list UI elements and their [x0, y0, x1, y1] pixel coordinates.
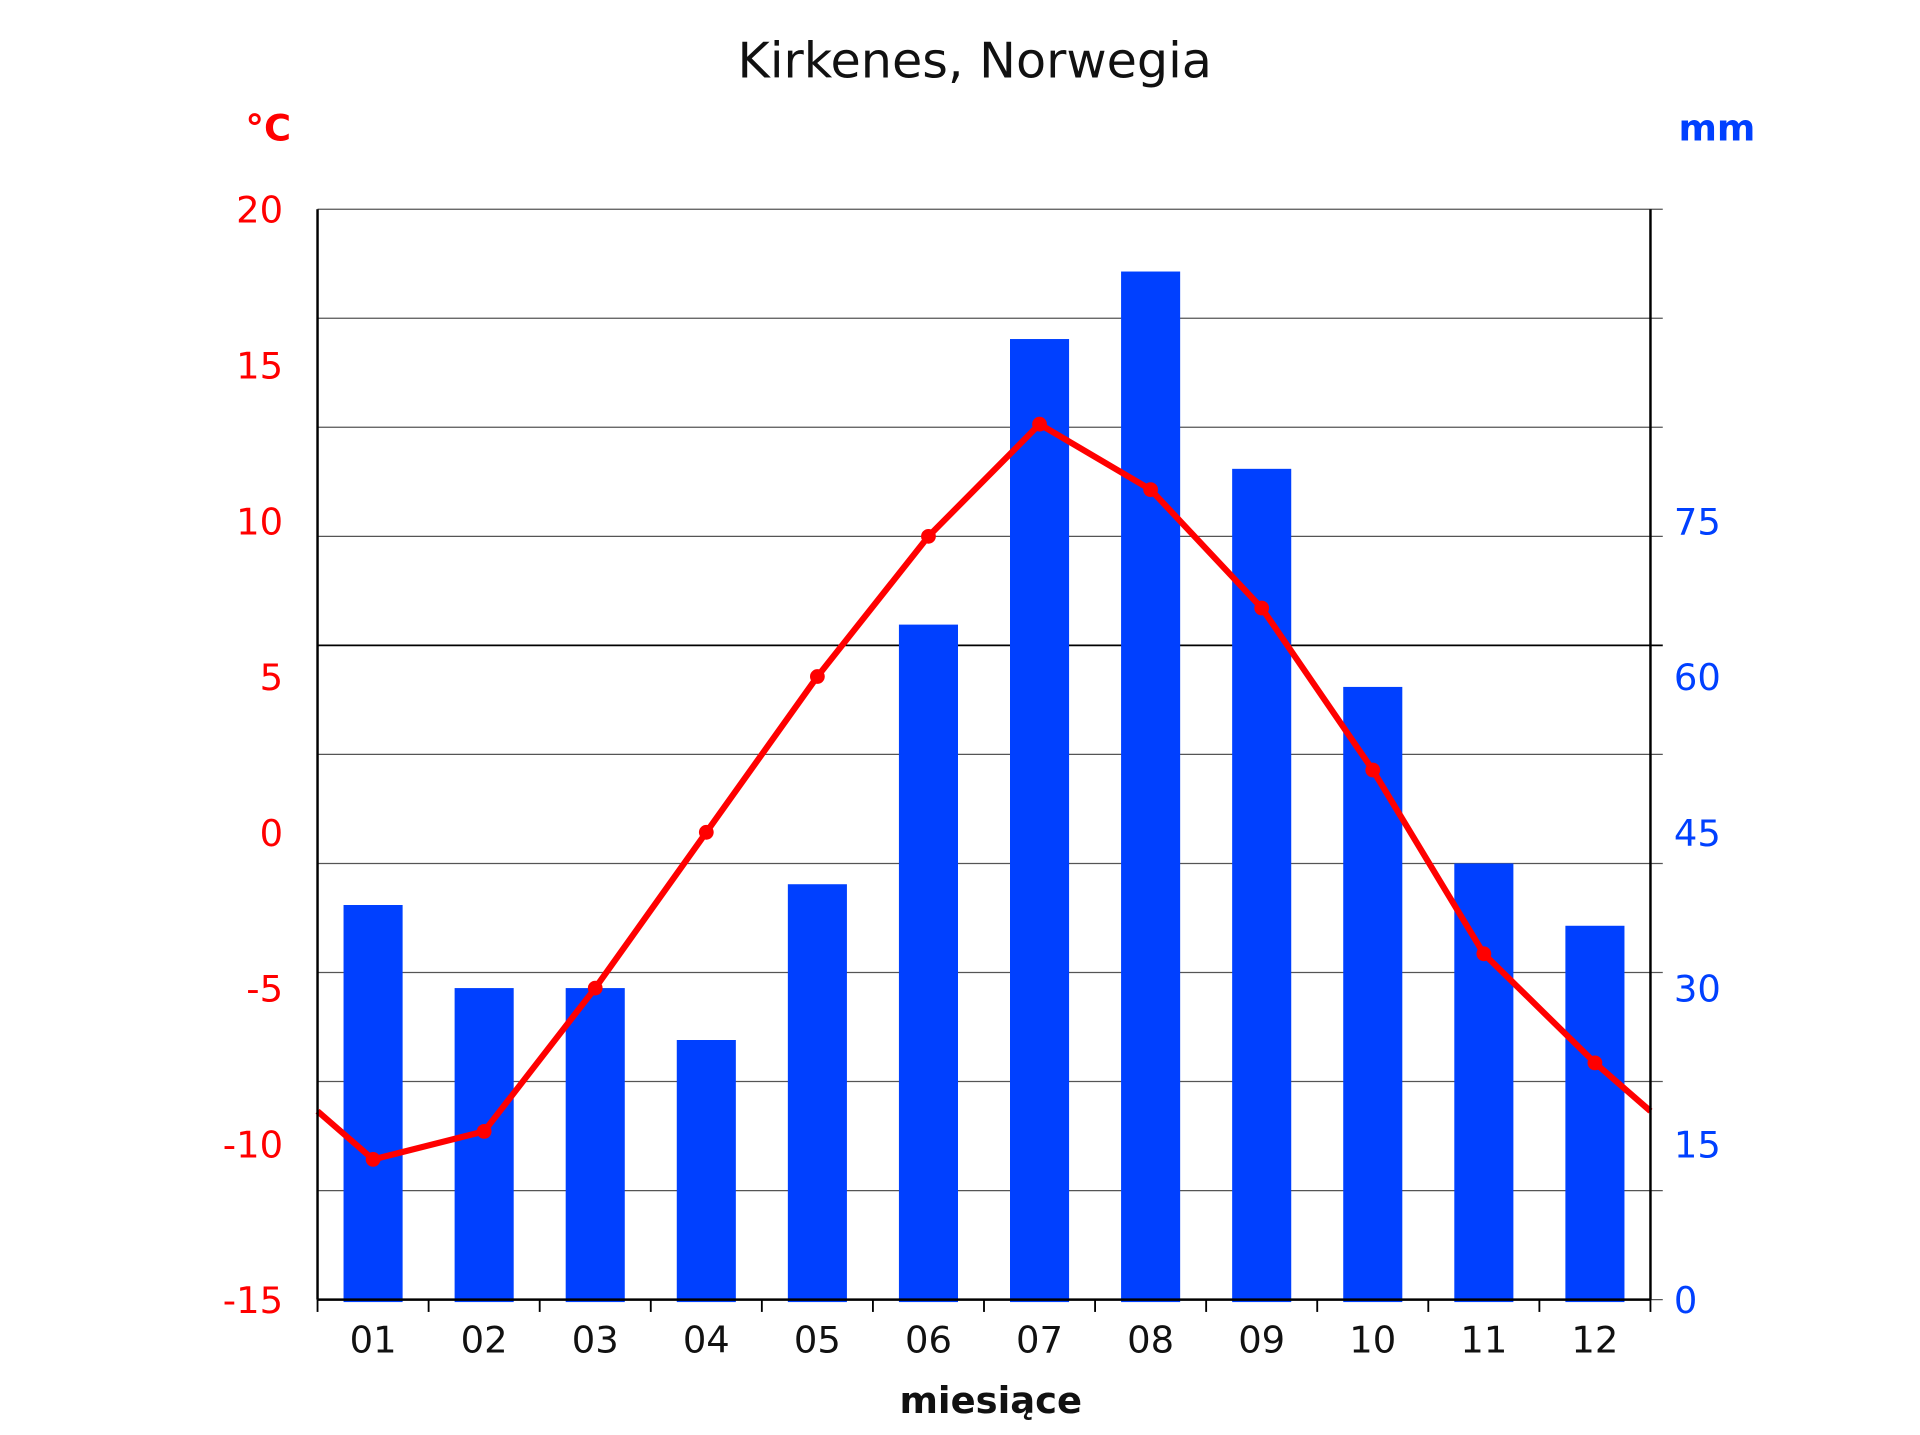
right-tick-label: 15 [1674, 1123, 1721, 1166]
precip-bar [1343, 686, 1403, 1303]
right-axis-unit: mm [1678, 106, 1755, 149]
right-tick-label: 75 [1674, 500, 1721, 543]
right-tick-label: 0 [1674, 1279, 1697, 1322]
left-tick-label: -5 [246, 968, 283, 1011]
precip-bar [565, 988, 625, 1303]
temperature-point [1365, 762, 1381, 778]
temperature-line [315, 421, 1653, 1163]
precip-bar [676, 1040, 736, 1303]
left-tick-label: 15 [236, 345, 283, 388]
temperature-point [1254, 600, 1270, 616]
temperature-point [1032, 416, 1047, 432]
temperature-point [1143, 482, 1158, 497]
precip-bar [787, 884, 847, 1303]
left-tick-label: 0 [260, 812, 283, 855]
temperature-point [698, 824, 714, 840]
left-tick-label: 10 [236, 500, 283, 543]
precip-bar [454, 988, 514, 1303]
temperature-point [365, 1152, 381, 1167]
precip-bar [1454, 863, 1514, 1303]
left-tick-label: 5 [260, 656, 283, 699]
chart-title: Kirkenes, Norwegia [738, 32, 1212, 90]
left-tick-label: -15 [223, 1279, 283, 1322]
x-tick-label: 01 [350, 1319, 397, 1362]
x-tick-label: 10 [1349, 1319, 1396, 1362]
right-tick-label: 60 [1674, 656, 1721, 699]
left-tick-label: 20 [236, 189, 283, 232]
x-tick-label: 08 [1127, 1319, 1174, 1362]
x-tick-label: 12 [1571, 1319, 1618, 1362]
x-tick-label: 02 [461, 1319, 508, 1362]
precip-bar [1121, 271, 1181, 1303]
x-axis-label: miesiące [899, 1379, 1082, 1422]
x-tick-label: 11 [1460, 1319, 1507, 1362]
x-tick-label: 04 [683, 1319, 730, 1362]
left-tick-label: -10 [223, 1123, 283, 1166]
x-tick-label: 07 [1016, 1319, 1063, 1362]
temperature-point [810, 669, 825, 684]
precip-bar [1232, 468, 1292, 1303]
temperature-point [1587, 1055, 1603, 1071]
right-tick-label: 30 [1674, 968, 1721, 1011]
precip-bar [1565, 925, 1625, 1303]
x-tick-label: 06 [905, 1319, 952, 1362]
temperature-point [1476, 946, 1492, 962]
precip-bar [898, 624, 958, 1303]
right-tick-label: 45 [1674, 812, 1721, 855]
x-tick-label: 03 [572, 1319, 619, 1362]
temperature-point [921, 528, 936, 544]
temperature-point [587, 980, 603, 996]
precip-bar [343, 905, 403, 1303]
x-tick-label: 05 [794, 1319, 841, 1362]
left-axis-unit: °C [246, 106, 292, 149]
precip-bar [1010, 339, 1070, 1303]
temperature-point [476, 1124, 492, 1139]
x-tick-label: 09 [1238, 1319, 1285, 1362]
